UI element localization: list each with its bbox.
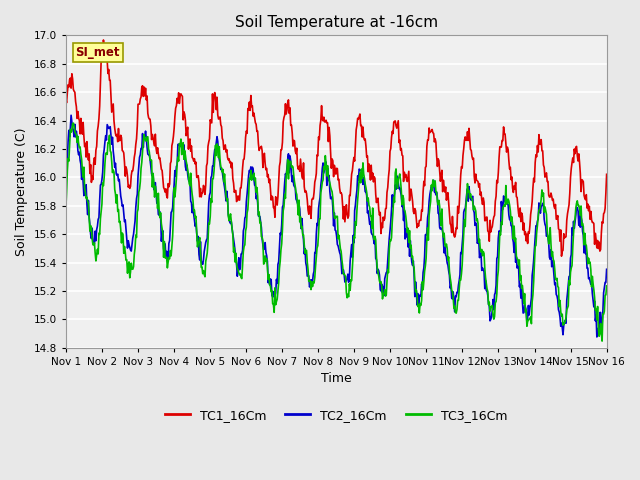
Line: TC1_16Cm: TC1_16Cm [66,40,607,256]
TC2_16Cm [183,162,191,168]
TC1_16Cm [128,168,136,174]
TC2_16Cm [593,334,601,340]
TC3_16Cm [403,220,410,226]
TC2_16Cm [128,242,136,248]
TC2_16Cm [212,146,220,152]
TC3_16Cm [419,279,426,285]
Line: TC2_16Cm: TC2_16Cm [66,115,607,337]
TC3_16Cm [128,266,136,272]
Text: SI_met: SI_met [76,46,120,59]
Title: Soil Temperature at -16cm: Soil Temperature at -16cm [235,15,438,30]
TC3_16Cm [62,206,70,212]
Line: TC3_16Cm: TC3_16Cm [66,123,607,341]
TC1_16Cm [603,171,611,177]
TC1_16Cm [212,95,220,100]
TC3_16Cm [183,162,191,168]
TC3_16Cm [70,120,77,126]
TC2_16Cm [62,176,70,182]
TC1_16Cm [100,37,108,43]
TC1_16Cm [557,253,565,259]
TC1_16Cm [403,177,410,183]
TC3_16Cm [212,143,220,148]
TC1_16Cm [419,208,426,214]
TC2_16Cm [403,234,410,240]
TC1_16Cm [72,99,79,105]
Y-axis label: Soil Temperature (C): Soil Temperature (C) [15,127,28,256]
TC2_16Cm [72,128,80,134]
X-axis label: Time: Time [321,372,351,385]
TC2_16Cm [67,112,75,118]
TC1_16Cm [183,129,191,135]
TC3_16Cm [598,338,606,344]
TC1_16Cm [62,96,70,102]
TC3_16Cm [603,283,611,289]
TC2_16Cm [419,284,426,290]
Legend: TC1_16Cm, TC2_16Cm, TC3_16Cm: TC1_16Cm, TC2_16Cm, TC3_16Cm [160,404,512,427]
TC2_16Cm [603,266,611,272]
TC3_16Cm [72,132,80,137]
